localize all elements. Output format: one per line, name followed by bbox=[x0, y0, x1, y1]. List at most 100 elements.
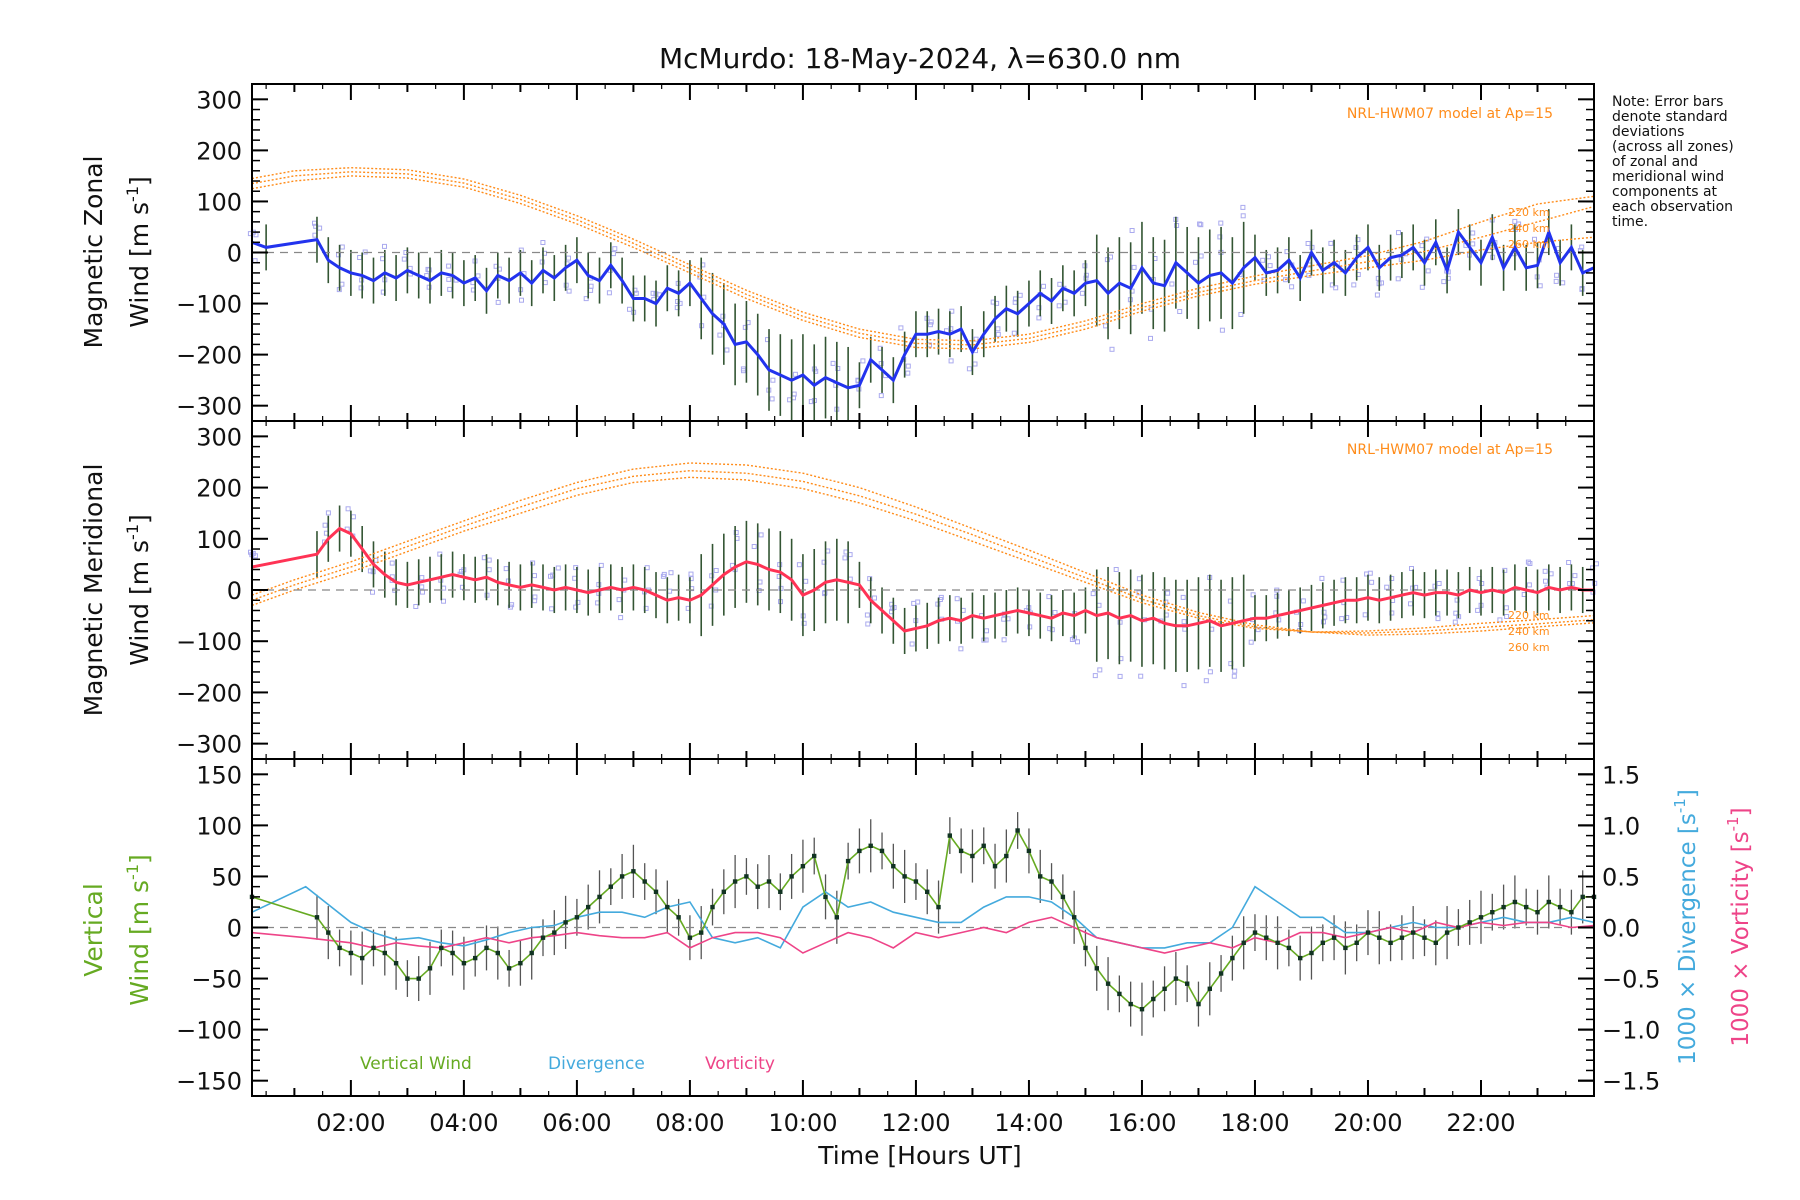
scatter-point bbox=[1198, 222, 1204, 228]
scatter-point bbox=[650, 290, 656, 296]
scatter-point bbox=[1475, 607, 1481, 613]
vertical-wind-point bbox=[800, 864, 806, 869]
vertical-wind-point bbox=[1139, 1007, 1145, 1012]
vertical-wind-point bbox=[1117, 991, 1122, 997]
scatter-point bbox=[717, 332, 723, 338]
scatter-point bbox=[1203, 678, 1209, 684]
scatter-point bbox=[1109, 346, 1115, 352]
x-axis-label: Time [Hours UT] bbox=[817, 1141, 1021, 1170]
scatter-point bbox=[757, 579, 763, 585]
vertical-wind-point bbox=[1286, 945, 1292, 951]
vertical-wind-point bbox=[766, 879, 772, 884]
scatter-point bbox=[801, 620, 807, 626]
scatter-point bbox=[675, 299, 681, 304]
scatter-point bbox=[1217, 234, 1223, 240]
zonal-error-bars bbox=[251, 209, 1595, 420]
scatter-point bbox=[542, 280, 548, 286]
ylabel-text: Wind [m s bbox=[125, 880, 154, 1006]
ylabel-close: ] bbox=[125, 854, 154, 864]
legend-vorticity: Vorticity bbox=[705, 1054, 775, 1074]
scatter-point bbox=[610, 251, 616, 257]
scatter-point bbox=[1369, 579, 1375, 585]
scatter-point bbox=[588, 287, 594, 293]
vertical-wind-point bbox=[936, 904, 941, 910]
vertical-wind-point bbox=[1411, 930, 1416, 935]
y-tick-label: 0 bbox=[227, 577, 242, 605]
legend-vertical-wind: Vertical Wind bbox=[360, 1054, 472, 1074]
scatter-point bbox=[357, 255, 363, 260]
scatter-point bbox=[661, 571, 667, 577]
scatter-point bbox=[539, 259, 545, 265]
scatter-point bbox=[927, 322, 933, 328]
scatter-point bbox=[583, 296, 589, 302]
vertical-wind-point bbox=[427, 966, 433, 971]
vertical-wind-point bbox=[857, 848, 862, 854]
scatter-point bbox=[928, 319, 934, 325]
scatter-point bbox=[1569, 581, 1575, 587]
note-line: denote standard bbox=[1612, 109, 1728, 125]
scatter-point bbox=[389, 560, 395, 566]
scatter-point bbox=[1554, 272, 1560, 278]
scatter-point bbox=[1011, 330, 1017, 336]
axis-close: ] bbox=[1675, 789, 1701, 798]
figure-title: McMurdo: 18-May-2024, λ=630.0 nm bbox=[659, 42, 1181, 75]
vertical-wind-point bbox=[574, 915, 580, 920]
zonal-ylabel-units: Wind [m s-1] bbox=[123, 176, 154, 328]
vertical-wind-point bbox=[1185, 981, 1190, 986]
scatter-point bbox=[1255, 627, 1261, 633]
meridional-ylabel: Magnetic Meridional bbox=[79, 464, 108, 717]
scatter-point bbox=[1180, 594, 1186, 600]
scatter-point bbox=[1069, 637, 1075, 642]
scatter-point bbox=[1177, 309, 1183, 314]
legend-divergence: Divergence bbox=[548, 1054, 645, 1074]
scatter-point bbox=[339, 244, 345, 250]
vertical-wind-point bbox=[405, 976, 410, 981]
scatter-point bbox=[446, 276, 452, 282]
scatter-point bbox=[973, 336, 979, 342]
zonal-ylabel-line2: Wind [m s-1] bbox=[123, 176, 154, 328]
vertical-wind-point bbox=[1569, 910, 1574, 915]
scatter-point bbox=[867, 576, 873, 582]
scatter-point bbox=[1198, 253, 1204, 259]
model-curve bbox=[251, 469, 1595, 634]
scatter-point bbox=[1408, 601, 1413, 607]
ylabel-text: Wind [m s bbox=[125, 540, 154, 666]
scatter-point bbox=[915, 599, 921, 605]
scatter-point bbox=[1250, 592, 1256, 598]
note-line: components at bbox=[1612, 184, 1718, 200]
scatter-point bbox=[742, 324, 748, 330]
vertical-wind-point bbox=[506, 966, 512, 971]
y-tick-label: −100 bbox=[176, 1017, 242, 1045]
scatter-point bbox=[1052, 610, 1058, 615]
vertical-wind-point bbox=[1151, 996, 1156, 1002]
scatter-point bbox=[322, 522, 328, 528]
scatter-point bbox=[486, 557, 492, 563]
scatter-point bbox=[1305, 241, 1311, 246]
vertical-wind-point bbox=[687, 935, 693, 940]
vertical-wind-point bbox=[1320, 940, 1325, 945]
scatter-point bbox=[1436, 581, 1442, 586]
scatter-point bbox=[532, 573, 537, 579]
vertical-wind-point bbox=[1478, 915, 1484, 920]
scatter-point bbox=[860, 358, 866, 364]
vertical-wind-point bbox=[1128, 1001, 1133, 1007]
scatter-point bbox=[345, 506, 351, 512]
vertical-wind-point bbox=[1309, 950, 1314, 956]
vertical-ticks: −150 −100 −50 0 50 100 150 −1.5 −1.0 −0.5 0.0 0.5 1.… bbox=[176, 759, 1660, 1137]
vertical-wind-point bbox=[845, 858, 851, 864]
ylabel-sup: -1 bbox=[123, 186, 142, 202]
scatter-point bbox=[1001, 637, 1007, 643]
x-tick-label: 12:00 bbox=[881, 1109, 950, 1137]
scatter-point bbox=[864, 612, 870, 618]
scatter-point bbox=[1097, 667, 1103, 673]
scatter-point bbox=[441, 598, 446, 604]
y-tick-label: −150 bbox=[176, 1068, 242, 1096]
vertical-wind-point bbox=[665, 904, 670, 910]
vertical-wind-point bbox=[1083, 945, 1088, 951]
vertical-ylabel-units: Wind [m s-1] bbox=[123, 854, 154, 1006]
scatter-point bbox=[1276, 617, 1282, 623]
scatter-point bbox=[1553, 278, 1559, 284]
scatter-point bbox=[532, 594, 538, 600]
height-label: 220 km bbox=[1508, 206, 1550, 219]
vertical-wind-point bbox=[778, 889, 783, 894]
